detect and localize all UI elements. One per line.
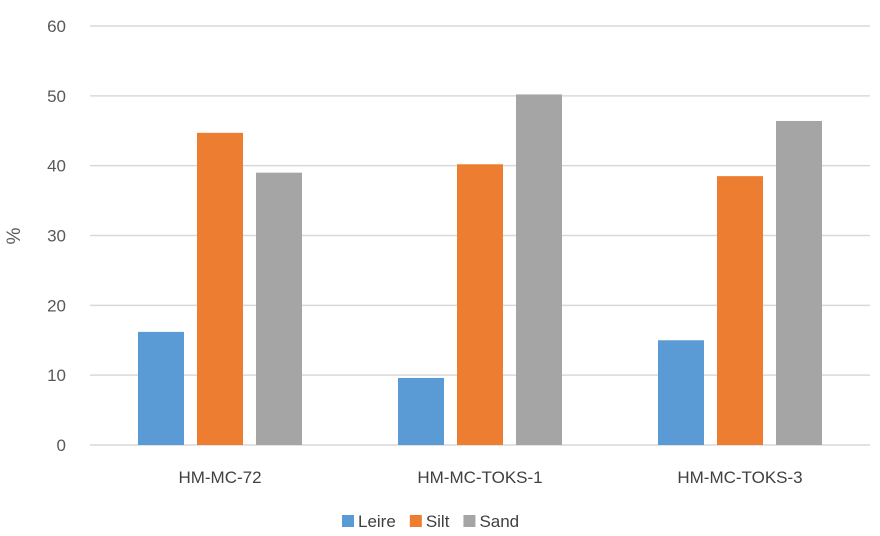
y-axis-label: % — [4, 227, 25, 244]
legend-label-leire: Leire — [358, 512, 396, 531]
legend-swatch-leire — [342, 515, 354, 527]
y-axis-ticks: 0 10 20 30 40 50 60 — [47, 17, 66, 455]
y-tick-label: 40 — [47, 157, 66, 176]
x-category-label: HM-MC-72 — [178, 468, 261, 487]
y-tick-label: 60 — [47, 17, 66, 36]
y-tick-label: 10 — [47, 366, 66, 385]
x-axis-categories: HM-MC-72 HM-MC-TOKS-1 HM-MC-TOKS-3 — [178, 468, 802, 487]
x-category-label: HM-MC-TOKS-3 — [677, 468, 802, 487]
bar-leire — [658, 340, 704, 445]
y-tick-label: 50 — [47, 87, 66, 106]
bar-sand — [516, 94, 562, 445]
y-tick-label: 0 — [57, 436, 66, 455]
legend: Leire Silt Sand — [342, 512, 519, 531]
y-tick-label: 20 — [47, 296, 66, 315]
legend-swatch-silt — [409, 515, 422, 527]
x-category-label: HM-MC-TOKS-1 — [417, 468, 542, 487]
bar-leire — [138, 331, 184, 445]
bar-sand — [256, 172, 302, 445]
bar-silt — [717, 176, 763, 445]
bar-silt — [197, 132, 243, 445]
legend-label-silt: Silt — [426, 512, 450, 531]
legend-swatch-sand — [463, 515, 476, 527]
bar-silt — [457, 164, 503, 445]
bar-leire — [398, 377, 444, 445]
y-tick-label: 30 — [47, 227, 66, 246]
legend-label-sand: Sand — [479, 512, 519, 531]
bars — [138, 94, 822, 446]
bar-sand — [776, 120, 822, 446]
